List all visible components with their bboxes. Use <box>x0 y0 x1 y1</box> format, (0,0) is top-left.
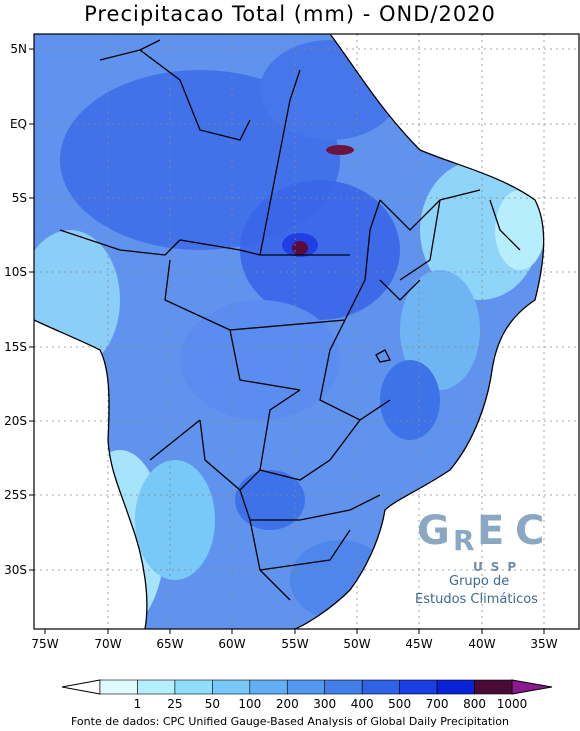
country-state-borders <box>34 34 545 629</box>
colorbar-label: 200 <box>276 697 299 711</box>
colorbar-label: 400 <box>351 697 374 711</box>
colorbar-segment <box>324 679 363 695</box>
lat-label-25s: 25S <box>4 488 27 502</box>
colorbar-segment <box>249 679 288 695</box>
logo-usp: USP <box>473 560 525 574</box>
colorbar-label: 25 <box>167 697 182 711</box>
colorbar-segment <box>399 679 438 695</box>
logo-letter-c: C <box>515 508 545 554</box>
lon-label-40w: 40W <box>468 637 495 651</box>
lat-label-20s: 20S <box>4 414 27 428</box>
logo-letter-g: G <box>417 508 450 554</box>
colorbar-label: 100 <box>238 697 261 711</box>
lon-label-55w: 55W <box>281 637 308 651</box>
lon-label-35w: 35W <box>530 637 557 651</box>
tick-marks <box>29 48 545 634</box>
longitude-labels: 75W 70W 65W 60W 55W 50W 45W 40W 35W <box>31 637 557 651</box>
map-title: Precipitacao Total (mm) - OND/2020 <box>84 2 496 26</box>
colorbar-label: 50 <box>205 697 220 711</box>
colorbar-segment <box>436 679 475 695</box>
map-frame <box>33 33 580 630</box>
logo-letter-e: E <box>477 508 505 554</box>
colorbar-label: 500 <box>388 697 411 711</box>
colorbar-left-arrow <box>61 679 101 695</box>
colorbar-segment <box>137 679 176 695</box>
lat-label-eq: EQ <box>10 117 27 131</box>
lon-label-45w: 45W <box>405 637 432 651</box>
colorbar-segment <box>174 679 213 695</box>
colorbar-label: 800 <box>463 697 486 711</box>
colorbar-segment <box>212 679 251 695</box>
logo-line-2: Estudos Climáticos <box>415 592 538 607</box>
lon-label-65w: 65W <box>156 637 183 651</box>
colorbar-right-arrow <box>511 679 553 695</box>
max-precip-patch <box>326 145 354 155</box>
lat-label-15s: 15S <box>4 340 27 354</box>
colorbar-label: 300 <box>313 697 336 711</box>
lon-label-60w: 60W <box>218 637 245 651</box>
grec-logo: G R E C USP Grupo de Estudos Climáticos <box>415 508 565 608</box>
colorbar-segment <box>286 679 326 695</box>
grid-lines <box>34 34 579 629</box>
colorbar-label: 1000 <box>497 697 528 711</box>
colorbar-label: 700 <box>426 697 449 711</box>
logo-line-1: Grupo de <box>449 574 510 589</box>
lon-label-70w: 70W <box>94 637 121 651</box>
logo-letter-r: R <box>453 524 475 557</box>
colorbar-segment <box>474 679 513 695</box>
lon-label-50w: 50W <box>343 637 370 651</box>
lat-label-10s: 10S <box>4 265 27 279</box>
lat-label-5s: 5S <box>12 191 27 205</box>
colorbar-segment <box>99 679 138 695</box>
data-source-note: Fonte de dados: CPC Unified Gauge-Based … <box>71 715 509 728</box>
colorbar-label: 1 <box>134 697 142 711</box>
colorbar-segment <box>361 679 400 695</box>
lon-label-75w: 75W <box>31 637 58 651</box>
colorbar: 1 25 50 100 200 300 400 500 700 800 1000 <box>61 679 553 711</box>
latitude-labels: 5N EQ 5S 10S 15S 20S 25S 30S <box>4 42 27 577</box>
lat-label-30s: 30S <box>4 563 27 577</box>
lat-label-5n: 5N <box>10 42 27 56</box>
